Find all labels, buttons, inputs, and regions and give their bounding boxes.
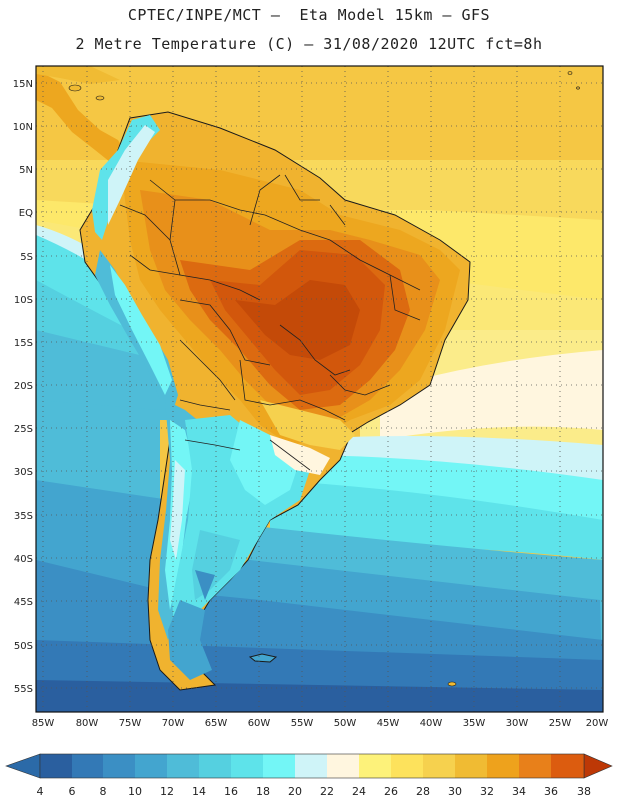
- legend-swatch: [327, 754, 359, 778]
- lon-label: 75W: [119, 718, 142, 729]
- legend-swatch: [551, 754, 584, 778]
- map-frame: [35, 65, 604, 713]
- lon-label: 65W: [205, 718, 228, 729]
- lat-label: 5N: [19, 165, 33, 176]
- legend-tick: 28: [416, 785, 430, 798]
- legend-tick: 26: [384, 785, 398, 798]
- lon-label: 40W: [420, 718, 443, 729]
- color-legend: 4 6 8 10 12 14 16 18 20 22 24 26 28 30 3…: [5, 753, 613, 798]
- lon-label: 20W: [586, 718, 609, 729]
- legend-tick: 8: [100, 785, 107, 798]
- legend-tick: 6: [69, 785, 76, 798]
- legend-low-arrow: [5, 753, 41, 779]
- legend-tick: 12: [160, 785, 174, 798]
- legend-tick: 36: [544, 785, 558, 798]
- lon-label: 50W: [334, 718, 357, 729]
- legend-tick: 34: [512, 785, 526, 798]
- legend-swatch: [295, 754, 327, 778]
- chart-title: CPTEC/INPE/MCT – Eta Model 15km – GFS: [127, 6, 491, 24]
- lon-label: 85W: [32, 718, 55, 729]
- legend-tick: 24: [352, 785, 366, 798]
- legend-swatch: [391, 754, 423, 778]
- legend-tick: 20: [288, 785, 302, 798]
- legend-tick: 16: [224, 785, 238, 798]
- lon-label: 55W: [291, 718, 314, 729]
- legend-swatch: [199, 754, 231, 778]
- legend-tick: 38: [577, 785, 591, 798]
- legend-swatch: [263, 754, 295, 778]
- lon-label: 45W: [377, 718, 400, 729]
- longitude-axis: 85W 80W 75W 70W 65W 60W 55W 50W 45W 40W …: [32, 718, 609, 729]
- latitude-axis: 15N 10N 5N EQ 5S 10S 15S 20S 25S 30S 35S…: [13, 79, 33, 695]
- legend-swatch: [487, 754, 519, 778]
- lon-label: 70W: [162, 718, 185, 729]
- lat-label: 40S: [14, 554, 33, 565]
- lat-label: 10S: [14, 295, 33, 306]
- chart-subtitle: 2 Metre Temperature (C) – 31/08/2020 12U…: [75, 35, 543, 53]
- legend-tick: 4: [37, 785, 44, 798]
- lat-label: 55S: [14, 684, 33, 695]
- lat-label: 15N: [13, 79, 33, 90]
- legend-tick: 14: [192, 785, 206, 798]
- legend-tick: 32: [480, 785, 494, 798]
- lat-label: 15S: [14, 338, 33, 349]
- legend-swatch: [135, 754, 167, 778]
- lon-label: 25W: [549, 718, 572, 729]
- lon-label: 30W: [506, 718, 529, 729]
- lat-label: EQ: [19, 208, 33, 219]
- temperature-field: [36, 66, 603, 712]
- lon-label: 35W: [463, 718, 486, 729]
- legend-swatch: [519, 754, 551, 778]
- lat-label: 45S: [14, 597, 33, 608]
- legend-swatch: [359, 754, 391, 778]
- lat-label: 50S: [14, 641, 33, 652]
- legend-tick: 22: [320, 785, 334, 798]
- legend-swatch: [72, 754, 103, 778]
- legend-swatch: [40, 754, 72, 778]
- lat-label: 20S: [14, 381, 33, 392]
- legend-swatch: [103, 754, 135, 778]
- lon-label: 60W: [248, 718, 271, 729]
- lat-label: 10N: [13, 122, 33, 133]
- legend-swatch: [455, 754, 487, 778]
- legend-swatch: [231, 754, 263, 778]
- legend-swatch: [423, 754, 455, 778]
- legend-border: [39, 753, 585, 779]
- country-borders: [119, 174, 421, 471]
- lat-label: 30S: [14, 467, 33, 478]
- lat-label: 25S: [14, 424, 33, 435]
- legend-tick: 18: [256, 785, 270, 798]
- legend-high-arrow: [583, 753, 613, 779]
- legend-swatch: [167, 754, 199, 778]
- legend-tick: 10: [128, 785, 142, 798]
- lon-label: 80W: [76, 718, 99, 729]
- lat-label: 5S: [20, 252, 33, 263]
- lat-label: 35S: [14, 511, 33, 522]
- legend-tick: 30: [448, 785, 462, 798]
